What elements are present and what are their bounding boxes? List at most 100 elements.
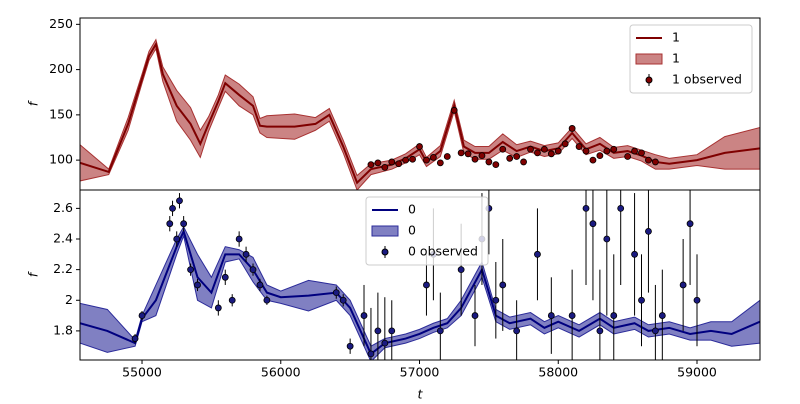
observed-point [561,140,569,148]
observed-point [596,327,604,335]
y-tick-label: 150 [49,106,73,121]
observed-point [617,204,625,212]
observed-point [402,156,410,164]
observed-point [176,197,183,205]
observed-point [624,153,632,160]
legend-label: 1 observed [672,72,742,87]
observed-point [471,312,479,319]
x-tick-label: 58000 [538,365,578,380]
observed-point [568,125,576,132]
observed-point [471,155,479,163]
observed-point [450,106,458,114]
observed-point [429,154,437,161]
y-tick-label: 200 [49,61,73,76]
y-axis-label: f [26,100,41,106]
observed-point [381,163,389,171]
observed-point [589,156,597,164]
axes-overlay: 100 150 200 250 f 1 1 1 observed 1.8 2 2.2 2.4 2.6 55… [26,16,761,402]
observed-point [610,145,618,153]
observed-point [367,350,375,358]
y-tick-label: 2.6 [53,200,73,215]
observed-point [631,250,638,258]
observed-point [388,158,396,166]
observed-point [603,235,611,243]
observed-point [693,296,701,304]
x-tick-label: 59000 [677,365,717,380]
legend-box [365,196,489,266]
observed-point [631,147,638,155]
legend-label: 0 observed [408,244,478,259]
legend-marker [645,76,653,84]
legend-label: 0 [408,202,416,217]
legend-patch [371,225,399,237]
observed-point [540,145,548,153]
observed-point [485,158,493,166]
observed-point [263,296,271,304]
observed-point [173,235,181,243]
observed-point [651,327,659,335]
x-tick-label: 55000 [122,365,162,380]
bottom-plot [80,190,760,360]
y-tick-label: 2.2 [53,261,73,276]
observed-point [180,220,188,228]
observed-point [443,153,451,160]
x-tick-label: 57000 [400,365,440,380]
y-tick-label: 2 [65,292,73,307]
confidence-band [80,38,760,190]
observed-point [131,335,139,342]
observed-point [499,145,507,153]
observed-point [651,158,659,166]
observed-point [582,147,590,155]
observed-point [638,296,645,304]
observed-point [534,149,541,157]
observed-point [478,152,486,160]
observed-point [194,281,201,289]
observed-point [568,312,576,319]
y-tick-label: 1.8 [53,322,73,337]
x-tick-label: 56000 [261,365,301,380]
y-tick-label: 250 [49,16,73,31]
observed-point [645,156,652,164]
observed-point [374,327,382,335]
observed-point [499,281,507,289]
observed-point [610,312,618,319]
observed-point [423,281,430,289]
observed-point [228,296,236,304]
observed-point [360,312,368,319]
y-axis-label: f [26,271,41,277]
observed-point [436,159,444,167]
observed-point [221,273,229,281]
mean-line [80,228,760,356]
observed-point [658,312,666,319]
observed-point [547,150,555,158]
observed-point [187,266,194,274]
observed-point [388,327,396,335]
observed-point [638,149,645,157]
observed-point [645,227,652,235]
legend-marker [381,248,389,256]
y-tick-label: 100 [49,152,73,167]
confidence-band [80,225,760,360]
observed-point [374,159,382,167]
observed-point [138,312,146,319]
y-tick-label: 2.4 [53,231,73,246]
observed-point [589,220,597,228]
observed-point [457,149,465,157]
legend-patch [635,53,663,65]
observed-point [339,296,347,304]
observed-point [395,160,403,168]
observed-point [582,204,590,212]
observed-point [534,250,541,258]
legend-label: 0 [408,223,416,238]
observed-point [423,156,430,164]
observed-point [416,143,423,150]
observed-point [381,339,389,347]
observed-point [242,250,250,258]
observed-point [575,143,583,150]
observed-point [346,342,354,350]
observed-point [554,147,562,155]
legend-box [629,24,753,94]
observed-point [169,204,176,212]
observed-point [249,266,257,274]
